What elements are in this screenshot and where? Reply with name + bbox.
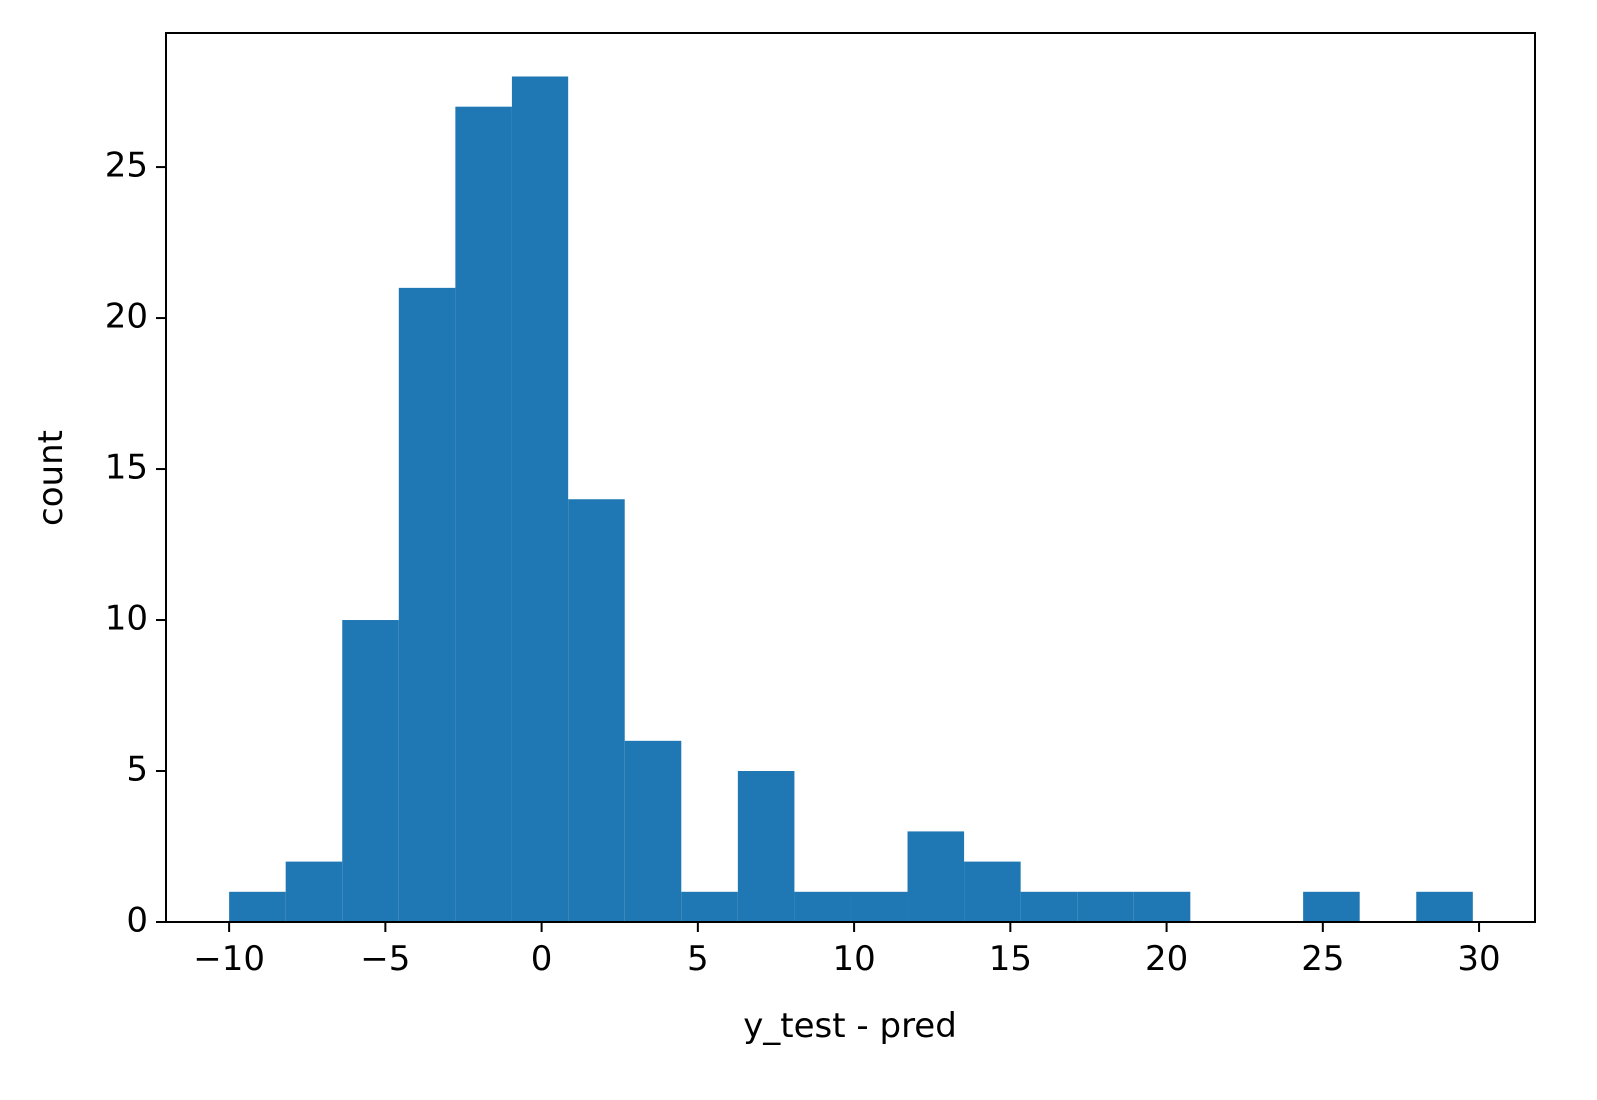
bar xyxy=(850,891,908,922)
x-tick-label: 0 xyxy=(531,939,553,979)
x-tick-label: −10 xyxy=(193,939,265,979)
bar xyxy=(794,891,851,922)
x-axis-label: y_test - pred xyxy=(743,1006,957,1046)
bar xyxy=(1416,891,1473,922)
bar xyxy=(624,740,682,922)
y-tick-label: 15 xyxy=(105,448,148,488)
y-tick-label: 0 xyxy=(126,901,148,941)
plot-frame xyxy=(165,32,1536,923)
x-tick-label: 25 xyxy=(1301,939,1344,979)
bar xyxy=(964,861,1021,922)
bar xyxy=(681,891,738,922)
bar xyxy=(229,891,286,922)
x-tick-label: 10 xyxy=(832,939,875,979)
bar xyxy=(907,831,965,922)
bar xyxy=(511,76,569,922)
bar xyxy=(1303,891,1360,922)
x-tick-label: 5 xyxy=(687,939,709,979)
bar xyxy=(285,861,343,922)
y-tick-label: 10 xyxy=(105,599,148,639)
bar xyxy=(1077,891,1134,922)
bar xyxy=(455,106,512,922)
y-axis-label: count xyxy=(31,430,71,526)
y-tick-label: 5 xyxy=(126,750,148,790)
y-tick-label: 25 xyxy=(105,146,148,186)
x-tick-label: 30 xyxy=(1457,939,1500,979)
bar xyxy=(568,499,625,922)
bar xyxy=(1020,891,1078,922)
x-tick-label: 15 xyxy=(989,939,1032,979)
x-tick-label: 20 xyxy=(1145,939,1188,979)
bar xyxy=(1133,891,1191,922)
x-tick-label: −5 xyxy=(360,939,410,979)
bar xyxy=(737,771,795,922)
y-tick-label: 20 xyxy=(105,297,148,337)
bar xyxy=(342,620,399,922)
bar xyxy=(398,287,456,922)
